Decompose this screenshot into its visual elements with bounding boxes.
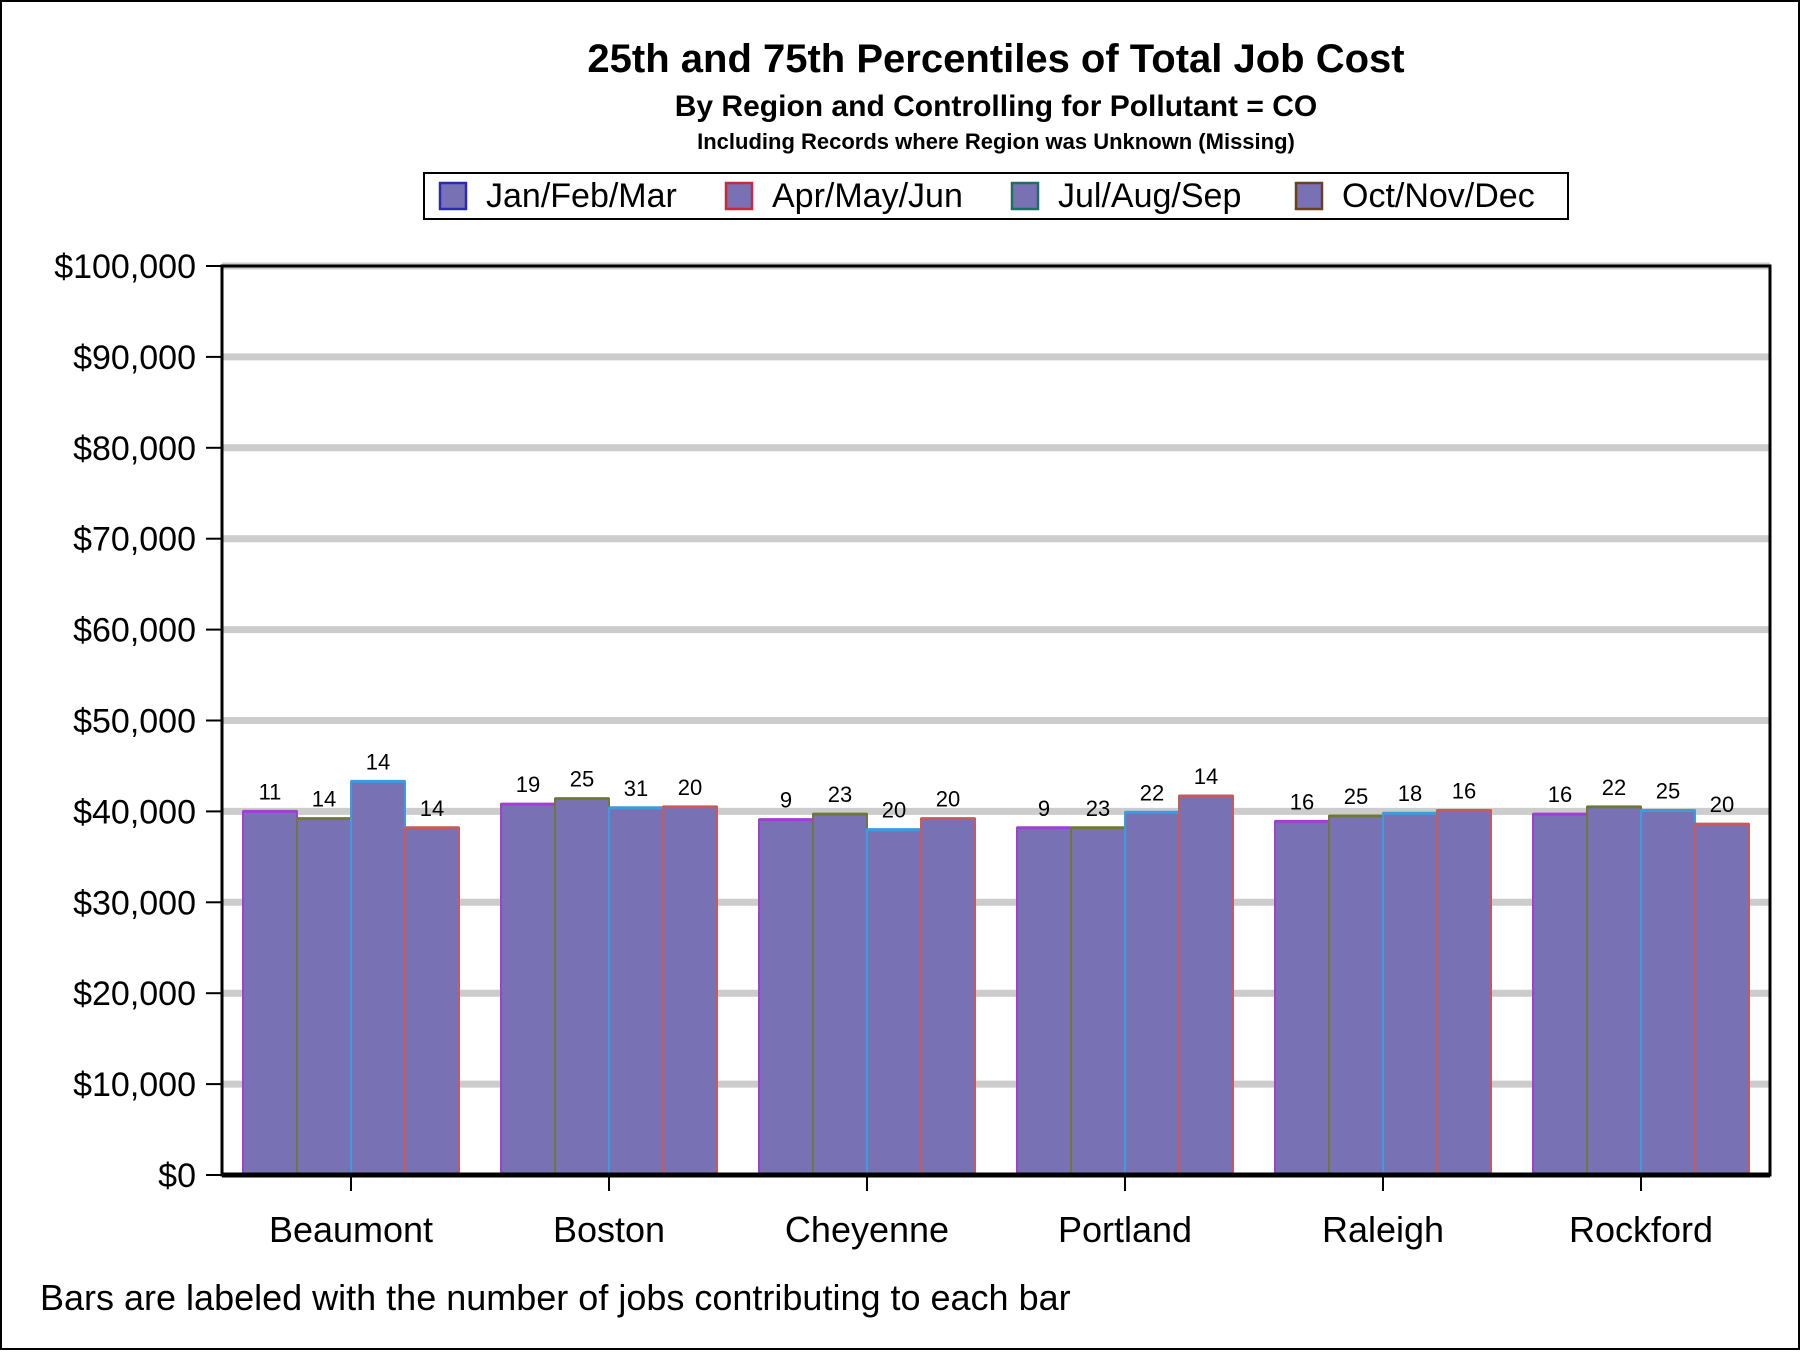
legend-label: Oct/Nov/Dec [1342,177,1535,215]
bar [662,805,718,1176]
bar [1382,812,1438,1177]
legend-swatch [1010,181,1040,211]
bar-count-label: 25 [1656,778,1680,803]
bar [1124,811,1180,1177]
bar-count-label: 25 [1344,784,1368,809]
y-tick-label: $30,000 [73,884,196,922]
bar-count-label: 23 [828,782,852,807]
bar-count-label: 19 [516,772,540,797]
bar-count-label: 9 [780,788,792,813]
bar [1694,823,1750,1176]
bar [1436,809,1492,1177]
bar [1586,805,1642,1176]
y-tick-label: $20,000 [73,975,196,1013]
bar-count-label: 31 [624,776,648,801]
x-tick-label: Portland [1058,1209,1192,1250]
bar-count-label: 23 [1086,796,1110,821]
legend: Jan/Feb/Mar Apr/May/Jun Jul/Aug/Sep Oct/Nov… [423,172,1569,220]
bar [242,810,298,1177]
y-tick-label: $10,000 [73,1066,196,1104]
bar-count-label: 16 [1452,778,1476,803]
bar-count-label: 14 [1194,764,1218,789]
bars: 11 14 14 14 19 25 31 20 9 23 20 20 9 23 22 14 16 25 18 16 16… [242,749,1750,1177]
bar-count-label: 11 [259,779,282,804]
y-tick-label: $80,000 [73,430,196,468]
bar [1274,820,1330,1176]
y-tick-label: $40,000 [73,793,196,831]
legend-label: Jul/Aug/Sep [1058,177,1241,215]
bar [758,818,814,1176]
bar [1016,826,1072,1177]
bar-count-label: 14 [366,749,390,774]
x-tick-label: Raleigh [1322,1209,1444,1250]
legend-swatch [1294,181,1324,211]
bar [920,817,976,1176]
bar [500,803,556,1176]
legend-swatch [724,181,754,211]
axes: $0 $10,000 $20,000 $30,000 $40,000 $50,000 $60… [54,248,1772,1250]
legend-label: Jan/Feb/Mar [486,177,677,215]
bar-count-label: 25 [570,767,594,792]
bar-count-label: 16 [1548,782,1572,807]
chart-title: 25th and 75th Percentiles of Total Job C… [587,37,1404,81]
y-tick-label: $60,000 [73,612,196,650]
x-tick-label: Boston [553,1209,665,1250]
y-tick-label: $90,000 [73,339,196,377]
bar-count-label: 20 [936,787,960,812]
footnote: Bars are labeled with the number of jobs… [40,1277,1071,1318]
bar [608,806,664,1176]
bar [812,813,868,1176]
bar-count-label: 18 [1398,781,1422,806]
y-tick-label: $100,000 [54,248,196,286]
legend-label: Apr/May/Jun [772,177,963,215]
chart-subtitle-2: Including Records where Region was Unkno… [697,129,1295,154]
bar-count-label: 14 [312,787,336,812]
bar [296,817,352,1176]
y-tick-label: $0 [158,1157,196,1195]
legend-box [423,172,1569,220]
bar [350,780,406,1176]
bar [1178,794,1234,1177]
y-tick-label: $50,000 [73,703,196,741]
y-tick-label: $70,000 [73,521,196,559]
bar-count-label: 9 [1038,796,1050,821]
x-tick-label: Rockford [1569,1209,1713,1250]
x-tick-label: Beaumont [269,1209,433,1250]
legend-swatch [438,181,468,211]
bar-count-label: 16 [1290,789,1314,814]
bar [1328,814,1384,1176]
chart-subtitle: By Region and Controlling for Pollutant … [675,90,1317,123]
bar-count-label: 22 [1140,780,1164,805]
x-tick-label: Cheyenne [785,1209,949,1250]
bar [554,797,610,1176]
bar [866,828,922,1177]
bar [1070,826,1126,1177]
bar [1532,813,1588,1176]
bar-count-label: 14 [420,796,444,821]
bar [404,826,460,1177]
bar [1640,809,1696,1177]
bar-count-label: 20 [678,775,702,800]
bar-count-label: 22 [1602,775,1626,800]
bar-count-label: 20 [1710,792,1734,817]
bar-count-label: 20 [882,798,906,823]
